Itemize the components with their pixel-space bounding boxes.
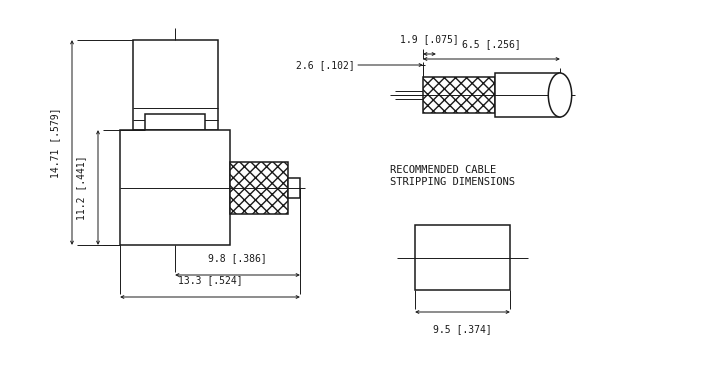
Bar <box>495 73 560 117</box>
Text: 1.9 [.075]: 1.9 [.075] <box>400 34 459 44</box>
Text: 9.5 [.374]: 9.5 [.374] <box>433 324 492 334</box>
Text: 13.3 [.524]: 13.3 [.524] <box>178 275 243 285</box>
Bar <box>230 161 288 213</box>
Bar <box>145 114 205 130</box>
Bar <box>120 130 230 245</box>
Text: 14.71 [.579]: 14.71 [.579] <box>50 107 60 178</box>
Text: RECOMMENDED CABLE
STRIPPING DIMENSIONS: RECOMMENDED CABLE STRIPPING DIMENSIONS <box>390 165 515 186</box>
Text: 11.2 [.441]: 11.2 [.441] <box>76 155 86 220</box>
Bar <box>132 40 217 130</box>
Bar <box>288 177 300 197</box>
Bar <box>423 77 495 113</box>
Text: 9.8 [.386]: 9.8 [.386] <box>208 253 267 263</box>
Ellipse shape <box>549 73 572 117</box>
Bar <box>415 225 510 290</box>
Text: 2.6 [.102]: 2.6 [.102] <box>296 60 355 70</box>
Text: 6.5 [.256]: 6.5 [.256] <box>462 39 521 49</box>
